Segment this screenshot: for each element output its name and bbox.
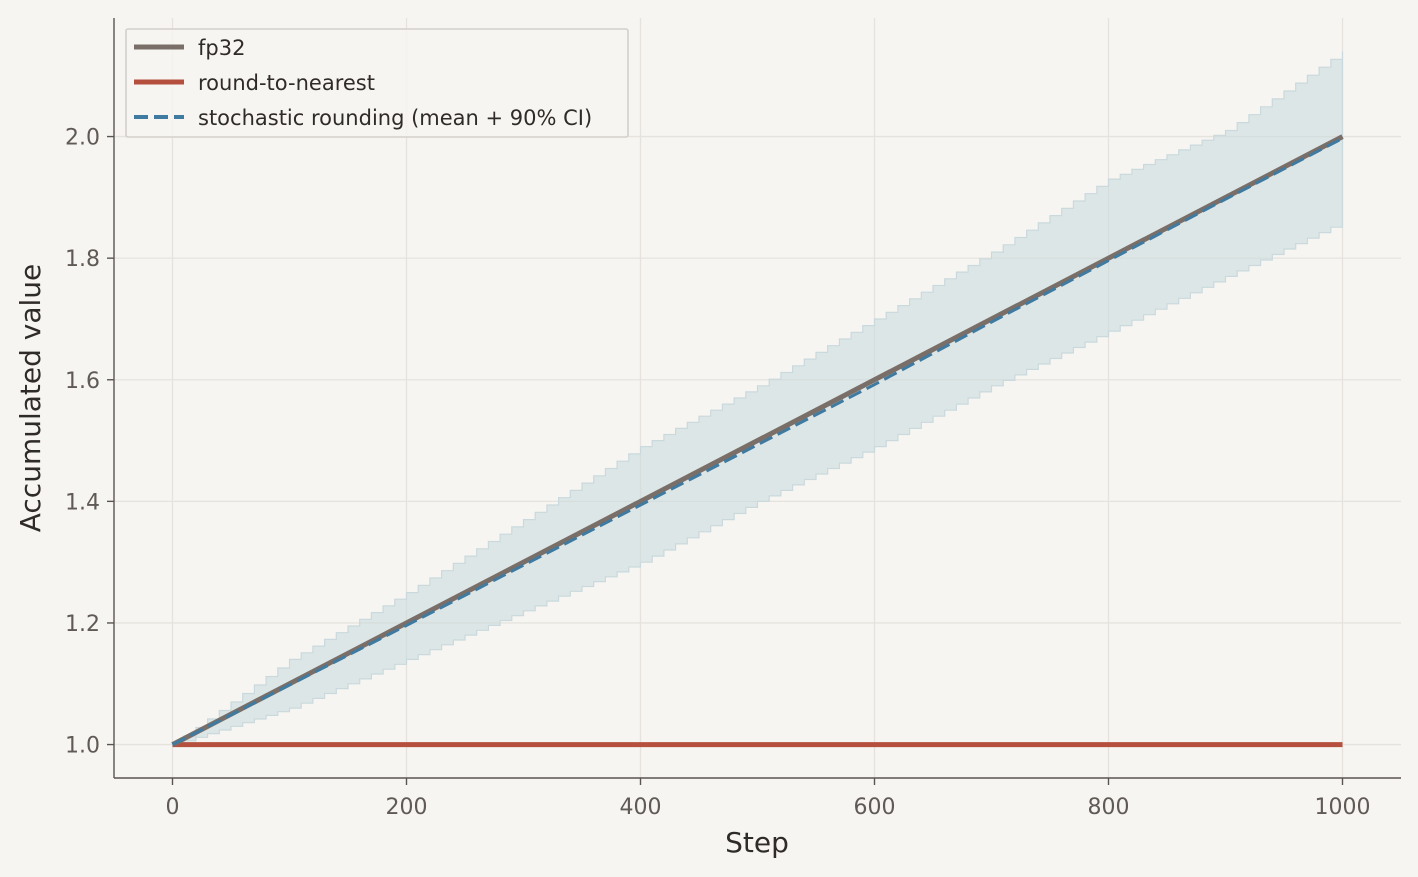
y-tick-label: 1.8 [65, 247, 100, 272]
legend-frame [125, 28, 629, 138]
legend-label-round-to-nearest: round-to-nearest [198, 71, 375, 95]
x-tick-label: 1000 [1315, 795, 1371, 820]
y-tick-label: 1.2 [65, 612, 100, 637]
x-tick-label: 800 [1088, 795, 1130, 820]
x-tick-label: 0 [166, 795, 180, 820]
axes [113, 18, 1401, 779]
confidence-band-layer [172, 51, 1344, 746]
y-tick-label: 1.4 [65, 490, 100, 515]
x-tick-label: 400 [620, 795, 662, 820]
y-ticks: 1.0 1.2 1.4 1.6 1.8 2.0 [65, 126, 114, 759]
x-tick-label: 200 [386, 795, 428, 820]
y-axis-title: Accumulated value [14, 264, 47, 533]
x-tick-label: 600 [854, 795, 896, 820]
y-tick-label: 1.6 [65, 369, 100, 394]
y-tick-label: 1.0 [65, 734, 100, 759]
legend-label-fp32: fp32 [198, 36, 245, 60]
x-axis-title: Step [725, 826, 789, 859]
legend-label-stochastic-rounding: stochastic rounding (mean + 90% CI) [198, 106, 592, 130]
series-line-fp32 [171, 134, 1344, 747]
series-layer [171, 134, 1344, 748]
stochastic-ci-band [172, 51, 1344, 746]
x-ticks: 0 200 400 600 800 1000 [166, 778, 1371, 820]
y-tick-label: 2.0 [65, 126, 100, 151]
legend: fp32 round-to-nearest stochastic roundin… [125, 28, 629, 138]
